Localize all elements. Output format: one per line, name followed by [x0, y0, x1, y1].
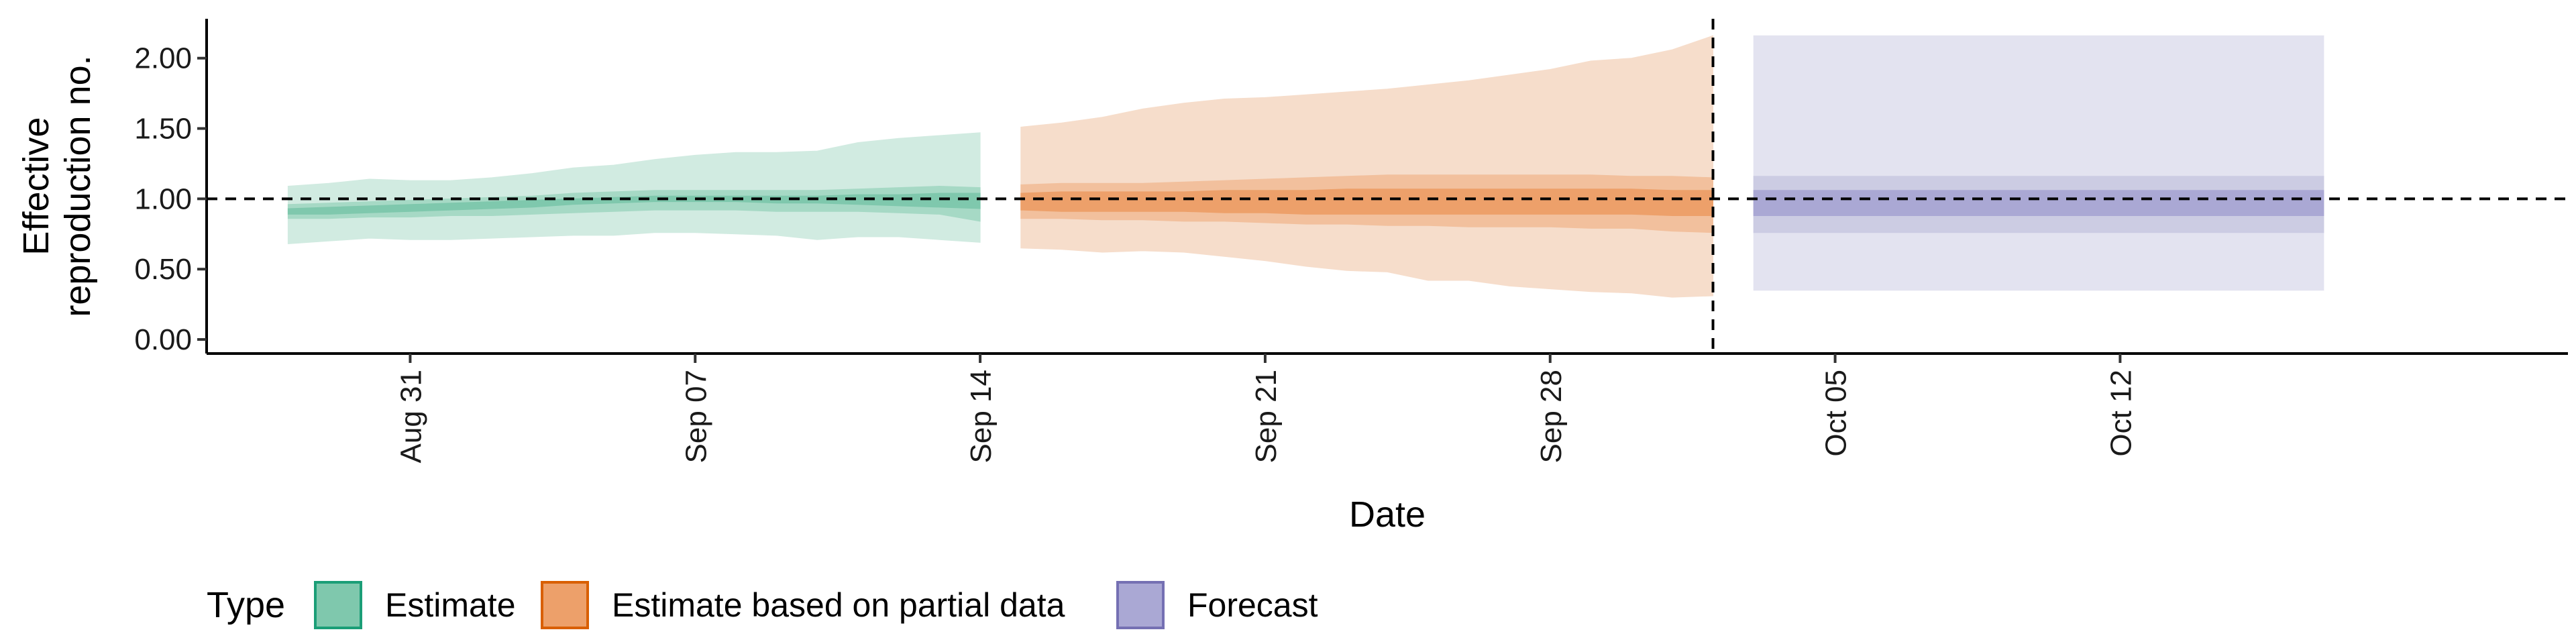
x-tick-label: Sep 07	[680, 370, 712, 463]
y-tick-label: 0.00	[134, 323, 192, 356]
x-tick-label: Sep 21	[1250, 370, 1283, 463]
y-tick-label: 1.00	[134, 182, 192, 215]
series-estimate-based-on-partial-data	[1020, 35, 1713, 298]
legend-label: Forecast	[1187, 586, 1318, 624]
series-forecast	[1753, 35, 2324, 291]
series-estimate	[287, 132, 981, 245]
y-axis-title-line: Effective	[16, 117, 56, 255]
x-tick-label: Sep 28	[1535, 370, 1568, 463]
legend-swatch	[541, 581, 589, 629]
legend-entry-forecast: Forecast	[1116, 581, 1318, 629]
x-tick-label: Aug 31	[394, 370, 427, 463]
estimate-50-interval-band	[287, 185, 981, 222]
estimate-20-interval-band	[287, 193, 981, 215]
legend-entry-estimate: Estimate	[314, 581, 516, 629]
y-axis-title: Effectivereproduction no.	[16, 55, 98, 317]
x-tick-label: Sep 14	[965, 370, 998, 463]
legend-entry-estimate-based-on-partial-data: Estimate based on partial data	[541, 581, 1065, 629]
y-tick-label: 1.50	[134, 113, 192, 146]
ribbon-bands	[287, 35, 2324, 298]
x-tick-label: Oct 05	[1820, 370, 1853, 457]
estimate-based-on-partial-data-20-interval-band	[1020, 189, 1713, 216]
y-axis-title-line: reproduction no.	[58, 55, 98, 317]
forecast-20-interval-band	[1753, 190, 2324, 216]
legend-swatch	[314, 581, 362, 629]
x-axis-title: Date	[1349, 494, 1426, 535]
estimate-based-on-partial-data-90-interval-band	[1020, 35, 1713, 298]
axes: 0.00 0.50 1.00 1.50 2.00 Aug 31 Sep 07 Sep 14 Se…	[134, 19, 2568, 463]
y-tick-label: 0.50	[134, 253, 192, 286]
x-tick-label: Oct 12	[2104, 370, 2137, 457]
legend: Type Estimate Estimate based on partial da…	[207, 581, 1318, 629]
estimate-90-interval-band	[287, 132, 981, 245]
y-tick-label: 2.00	[134, 42, 192, 75]
legend-title: Type	[207, 585, 285, 625]
legend-label: Estimate	[385, 586, 516, 624]
legend-swatch	[1116, 581, 1165, 629]
legend-label: Estimate based on partial data	[612, 586, 1065, 624]
forecast-90-interval-band	[1753, 35, 2324, 291]
